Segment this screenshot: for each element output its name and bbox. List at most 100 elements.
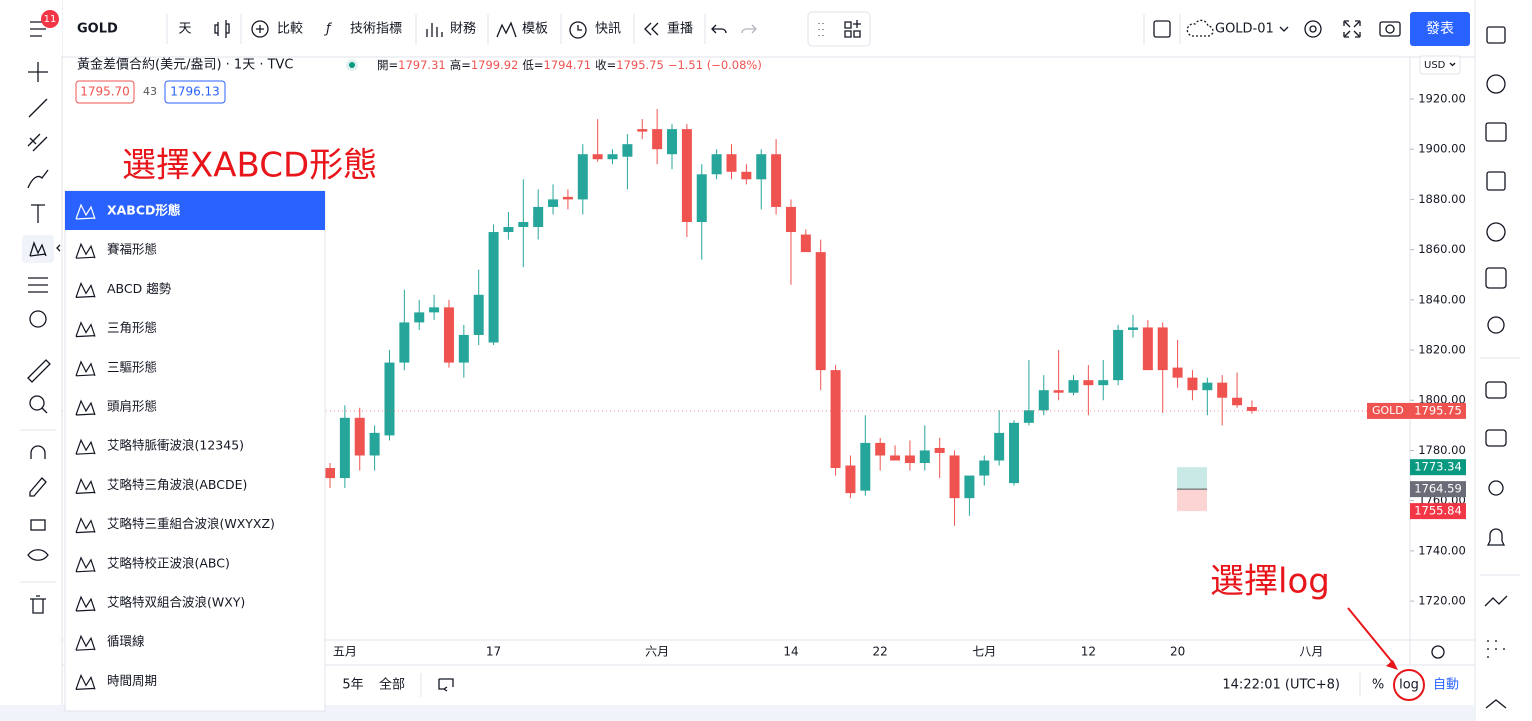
goto-date[interactable] [438,678,454,692]
publish-label: 發表 [1426,21,1454,37]
menu-item[interactable]: 循環線 [107,634,145,649]
prediction-tool[interactable] [28,277,48,293]
menu-item[interactable]: 時間周期 [107,673,157,688]
layout-name[interactable]: GOLD-01 [1215,22,1274,37]
snapshot-icon [1385,24,1395,34]
dom[interactable] [1487,640,1505,658]
currency: USD [1424,60,1446,71]
candle-body [979,460,990,476]
streams[interactable] [1488,480,1504,496]
alerts[interactable] [1486,74,1506,94]
chevron[interactable] [1279,26,1289,32]
layout-square[interactable] [1153,20,1171,38]
badge [41,10,59,28]
ohlc-label: 開= [377,58,398,72]
redo[interactable] [741,24,757,34]
bid-box[interactable] [75,80,135,104]
menu-item[interactable]: XABCD形態 [107,203,181,218]
lock-drawings[interactable] [29,477,47,497]
log-toggle[interactable]: log [1399,678,1419,693]
menu-item[interactable]: 頭肩形態 [107,399,157,414]
lock-tool[interactable] [30,519,46,531]
menu-item[interactable]: 艾略特三重組合波浪(WXYXZ) [107,516,275,531]
more[interactable] [1485,699,1507,709]
messages[interactable] [1485,429,1507,447]
menu-item[interactable]: 艾略特校正波浪(ABC) [107,555,230,570]
candle-body [964,475,975,499]
line-tool[interactable] [28,98,48,118]
layout-icon[interactable] [844,20,861,38]
candle-body [830,370,841,469]
data-window[interactable] [1486,171,1506,191]
publish-button[interactable] [1410,12,1470,46]
candle-body [756,154,767,180]
menu-item[interactable]: 艾略特脈衝波浪(12345) [107,438,244,453]
magnet-tool[interactable] [30,445,46,459]
zoom-tool [41,407,48,414]
toolbar-button[interactable]: 快訊 [595,22,621,37]
news[interactable] [1485,122,1507,142]
range-button[interactable]: 5年 [342,678,363,693]
candle-body [577,154,588,200]
menu-item[interactable]: 艾略特三角波浪(ABCDE) [107,477,247,492]
settings-icon[interactable] [1304,20,1322,38]
candle-body [399,322,410,363]
fib-tool[interactable] [27,133,48,152]
menu-item[interactable]: 賽福形態 [107,242,157,257]
menu-item-selected[interactable] [65,191,325,230]
fullscreen-icon[interactable] [1343,20,1361,38]
x-tick-label: 五月 [333,645,357,659]
candle-body [1127,327,1138,330]
toolbar-button[interactable]: 技術指標 [350,22,402,37]
interval[interactable]: 天 [178,22,191,37]
candle-body [815,252,826,371]
text-tool[interactable] [31,204,45,223]
measure-tool[interactable] [27,359,51,383]
candle-body [890,455,901,461]
menu-panel [64,190,326,712]
pattern-tool-active[interactable] [22,235,54,263]
candle-body [904,455,915,464]
currency-button[interactable] [1419,55,1461,75]
chats[interactable] [1485,381,1507,399]
percent-toggle[interactable]: % [1372,678,1384,693]
trading[interactable] [1484,595,1508,607]
candle-body [1083,380,1094,386]
drag-handle[interactable] [818,23,824,36]
menu-item[interactable]: 三角形態 [107,320,157,335]
chart-type-icon[interactable] [214,20,230,38]
brush-tool[interactable] [27,169,49,189]
axis-settings[interactable] [1431,645,1445,659]
zoom-tool[interactable] [29,395,45,411]
legend: 黃金差價合約(美元/盎司) · 1天 · TVC 開=1797.31 高=1799… [75,57,762,104]
calendar-pie[interactable] [1486,222,1506,242]
icon-tool[interactable] [29,310,47,328]
menu-item[interactable]: 艾略特双組合波浪(WXY) [107,595,245,610]
ideas[interactable] [1487,316,1505,334]
notifications[interactable] [1486,528,1506,546]
snapshot-icon[interactable] [1379,21,1401,37]
calendar[interactable] [1485,267,1507,289]
menu-item[interactable]: ABCD 趨勢 [107,281,172,296]
range-button[interactable]: 全部 [379,677,405,693]
undo[interactable] [711,24,727,34]
symbol[interactable]: GOLD [77,22,118,37]
candle-body [711,154,722,175]
candle-body [414,312,425,323]
watchlist[interactable] [1486,26,1506,44]
visibility-tool[interactable] [27,549,49,561]
delete-tool[interactable] [30,595,46,614]
expand-arrow[interactable] [56,244,61,252]
auto-toggle[interactable]: 自動 [1433,678,1459,693]
menu-item[interactable]: 三驅形態 [107,359,157,374]
toolbar-button[interactable]: 財務 [450,22,476,37]
candle-body [548,199,559,207]
candle-body [860,442,871,491]
toolbar-button[interactable]: 比較 [277,22,303,37]
toolbar-button[interactable]: 重播 [667,21,693,37]
ask-box[interactable] [164,80,226,104]
crosshair-tool[interactable] [28,62,48,82]
menu-item-icon [75,595,96,612]
toolbar-button[interactable]: 模板 [522,22,548,37]
candle-body [785,206,796,233]
